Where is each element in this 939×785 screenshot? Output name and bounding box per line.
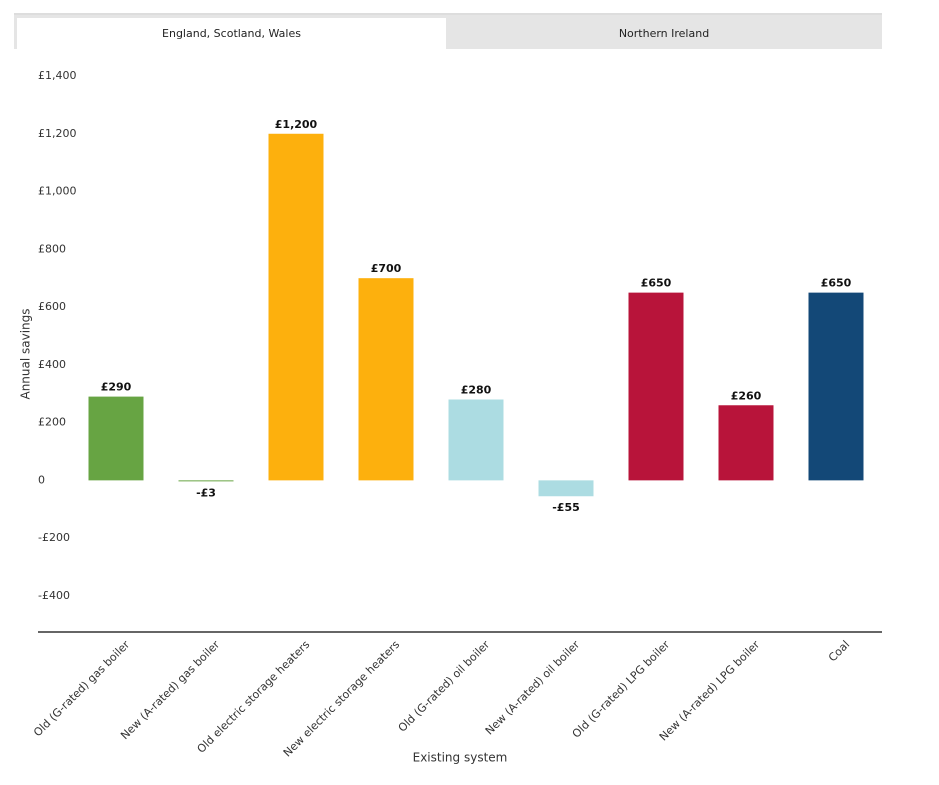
- y-tick-label: £400: [38, 358, 66, 371]
- value-label: -£3: [196, 486, 216, 499]
- bar: [178, 480, 234, 482]
- value-label: £290: [101, 381, 132, 394]
- y-tick-label: £600: [38, 300, 66, 313]
- tab[interactable]: Northern Ireland: [618, 27, 710, 40]
- x-tick-label: Old (G-rated) LPG boiler: [570, 638, 673, 741]
- y-tick-label: 0: [38, 473, 45, 486]
- y-axis-title: Annual savings: [19, 308, 33, 399]
- x-axis-title: Existing system: [413, 751, 508, 765]
- bar: [358, 278, 414, 481]
- bar: [448, 399, 504, 481]
- value-label: £650: [641, 277, 672, 290]
- x-tick-label: Coal: [826, 638, 852, 664]
- bar: [538, 480, 594, 497]
- value-label: £700: [371, 262, 402, 275]
- x-tick-label: New (A-rated) oil boiler: [483, 638, 583, 738]
- y-tick-label: -£200: [38, 531, 70, 544]
- x-tick-label: Old (G-rated) oil boiler: [396, 638, 493, 735]
- bar: [808, 292, 864, 481]
- y-tick-label: -£400: [38, 589, 70, 602]
- bar: [628, 292, 684, 481]
- x-tick-label: Old (G-rated) gas boiler: [31, 638, 133, 740]
- y-tick-label: £1,200: [38, 127, 77, 140]
- value-label: £650: [821, 277, 852, 290]
- tab[interactable]: England, Scotland, Wales: [17, 18, 446, 51]
- bar: [88, 396, 144, 481]
- x-tick-label: New (A-rated) LPG boiler: [657, 638, 763, 744]
- bar: [718, 405, 774, 481]
- y-tick-label: £800: [38, 242, 66, 255]
- y-tick-label: £1,400: [38, 69, 77, 82]
- tab-bar: England, Scotland, Wales Northern Irelan…: [14, 13, 882, 51]
- value-label: £1,200: [275, 118, 318, 131]
- value-label: £260: [731, 389, 762, 402]
- bar: [268, 133, 324, 481]
- value-label: -£55: [552, 501, 580, 514]
- y-tick-label: £200: [38, 416, 66, 429]
- y-tick-label: £1,000: [38, 185, 77, 198]
- value-label: £280: [461, 383, 492, 396]
- x-tick-label: New (A-rated) gas boiler: [118, 638, 222, 742]
